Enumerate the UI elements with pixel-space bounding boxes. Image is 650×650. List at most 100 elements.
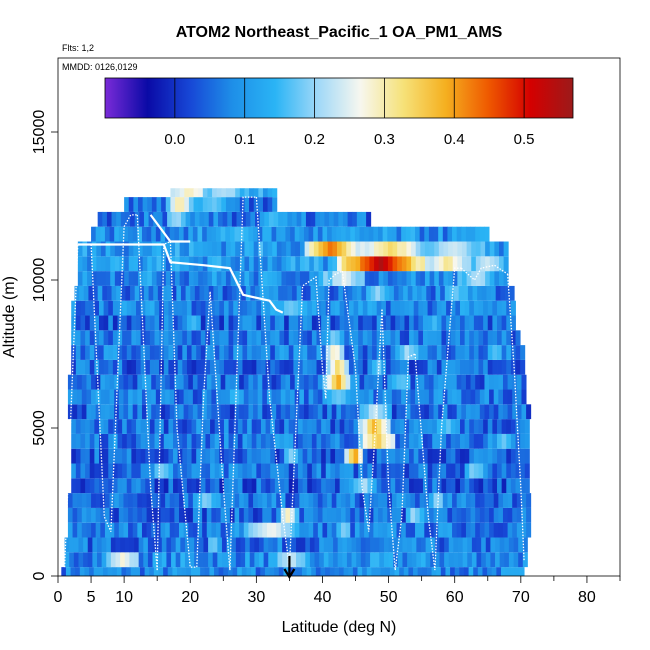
heatmap-cell bbox=[137, 226, 143, 242]
heatmap-cell bbox=[179, 389, 185, 405]
heatmap-cell bbox=[276, 271, 282, 286]
heatmap-cell bbox=[218, 285, 224, 301]
heatmap-cell bbox=[322, 507, 328, 523]
heatmap-cell bbox=[433, 226, 439, 242]
heatmap-cell bbox=[388, 537, 394, 553]
heatmap-cell bbox=[110, 256, 116, 272]
heatmap-cell bbox=[380, 567, 386, 576]
heatmap-cell bbox=[295, 241, 301, 257]
heatmap-cell bbox=[353, 463, 359, 479]
colorbar-tick-label: 0.4 bbox=[444, 131, 465, 148]
heatmap-cell bbox=[498, 493, 504, 508]
heatmap-cell bbox=[214, 419, 220, 434]
heatmap-cell bbox=[368, 507, 374, 523]
heatmap-cell bbox=[98, 478, 105, 494]
heatmap-cell bbox=[354, 522, 360, 538]
heatmap-cell bbox=[372, 478, 378, 494]
heatmap-cell bbox=[97, 552, 103, 568]
heatmap-cell bbox=[309, 241, 315, 257]
heatmap-cell bbox=[166, 537, 172, 553]
heatmap-cell bbox=[200, 448, 206, 464]
heatmap-cell bbox=[125, 211, 131, 227]
heatmap-cell bbox=[373, 374, 379, 390]
heatmap-cell bbox=[179, 188, 185, 198]
heatmap-cell bbox=[73, 552, 79, 568]
heatmap-cell bbox=[318, 256, 324, 272]
heatmap-cell bbox=[426, 567, 432, 576]
heatmap-cell bbox=[89, 567, 95, 576]
heatmap-cell bbox=[429, 241, 435, 257]
heatmap-cell bbox=[96, 271, 102, 286]
heatmap-cell bbox=[128, 241, 134, 257]
heatmap-cell bbox=[131, 315, 137, 331]
heatmap-cell bbox=[478, 448, 484, 464]
heatmap-cell bbox=[354, 374, 360, 390]
heatmap-cell bbox=[299, 507, 305, 523]
heatmap-cell bbox=[418, 433, 424, 449]
heatmap-cell bbox=[173, 359, 179, 375]
heatmap-cell bbox=[123, 374, 129, 390]
heatmap-cell bbox=[202, 522, 208, 538]
heatmap-cell bbox=[188, 522, 194, 538]
heatmap-cell bbox=[466, 256, 472, 272]
heatmap-cell bbox=[323, 271, 329, 286]
heatmap-cell bbox=[503, 256, 509, 272]
heatmap-cell bbox=[73, 537, 79, 553]
heatmap-cell bbox=[351, 552, 357, 568]
heatmap-cell bbox=[445, 567, 451, 576]
heatmap-cell bbox=[387, 241, 393, 257]
heatmap-cell bbox=[186, 315, 192, 331]
heatmap-cell bbox=[94, 419, 100, 434]
heatmap-cell bbox=[415, 389, 421, 405]
heatmap-cell bbox=[279, 463, 285, 479]
heatmap-cell bbox=[403, 285, 409, 301]
heatmap-cell bbox=[118, 226, 124, 242]
heatmap-cell bbox=[220, 522, 226, 538]
heatmap-cell bbox=[294, 389, 300, 405]
heatmap-cell bbox=[276, 389, 282, 405]
heatmap-cell bbox=[214, 463, 220, 479]
heatmap-cell bbox=[124, 552, 130, 568]
heatmap-cell bbox=[356, 537, 362, 553]
heatmap-cell bbox=[447, 493, 453, 508]
heatmap-cell bbox=[140, 359, 146, 375]
heatmap-cell bbox=[501, 478, 507, 494]
heatmap-cell bbox=[487, 330, 493, 346]
heatmap-cell bbox=[331, 493, 337, 508]
heatmap-cell bbox=[89, 433, 95, 449]
heatmap-cell bbox=[237, 359, 243, 375]
heatmap-cell bbox=[118, 374, 124, 390]
heatmap-cell bbox=[263, 552, 269, 568]
heatmap-cell bbox=[260, 359, 267, 375]
heatmap-cell bbox=[345, 226, 351, 242]
heatmap-cell bbox=[464, 359, 470, 375]
heatmap-cell bbox=[284, 345, 290, 360]
heatmap-cell bbox=[278, 285, 284, 301]
heatmap-cell bbox=[487, 419, 493, 434]
heatmap-cell bbox=[92, 537, 98, 553]
heatmap-cell bbox=[323, 552, 329, 568]
heatmap-cell bbox=[234, 374, 240, 390]
heatmap-cell bbox=[109, 374, 115, 390]
heatmap-cell bbox=[350, 226, 356, 242]
heatmap-cell bbox=[240, 552, 246, 568]
heatmap-cell bbox=[177, 433, 183, 449]
heatmap-cell bbox=[337, 241, 343, 257]
heatmap-cell bbox=[137, 404, 143, 420]
heatmap-cell bbox=[490, 537, 496, 553]
heatmap-cell bbox=[296, 537, 302, 553]
heatmap-cell bbox=[385, 345, 391, 360]
heatmap-cell bbox=[387, 389, 393, 405]
heatmap-cell bbox=[390, 345, 396, 360]
heatmap-cell bbox=[502, 404, 508, 420]
heatmap-cell bbox=[214, 359, 220, 375]
heatmap-cell bbox=[494, 241, 500, 257]
heatmap-cell bbox=[202, 241, 208, 257]
heatmap-cell bbox=[342, 552, 348, 568]
heatmap-cell bbox=[91, 241, 97, 257]
heatmap-cell bbox=[212, 188, 218, 198]
heatmap-cell bbox=[117, 315, 123, 331]
heatmap-cell bbox=[198, 241, 204, 257]
heatmap-cell bbox=[258, 241, 264, 257]
heatmap-cell bbox=[522, 537, 528, 553]
